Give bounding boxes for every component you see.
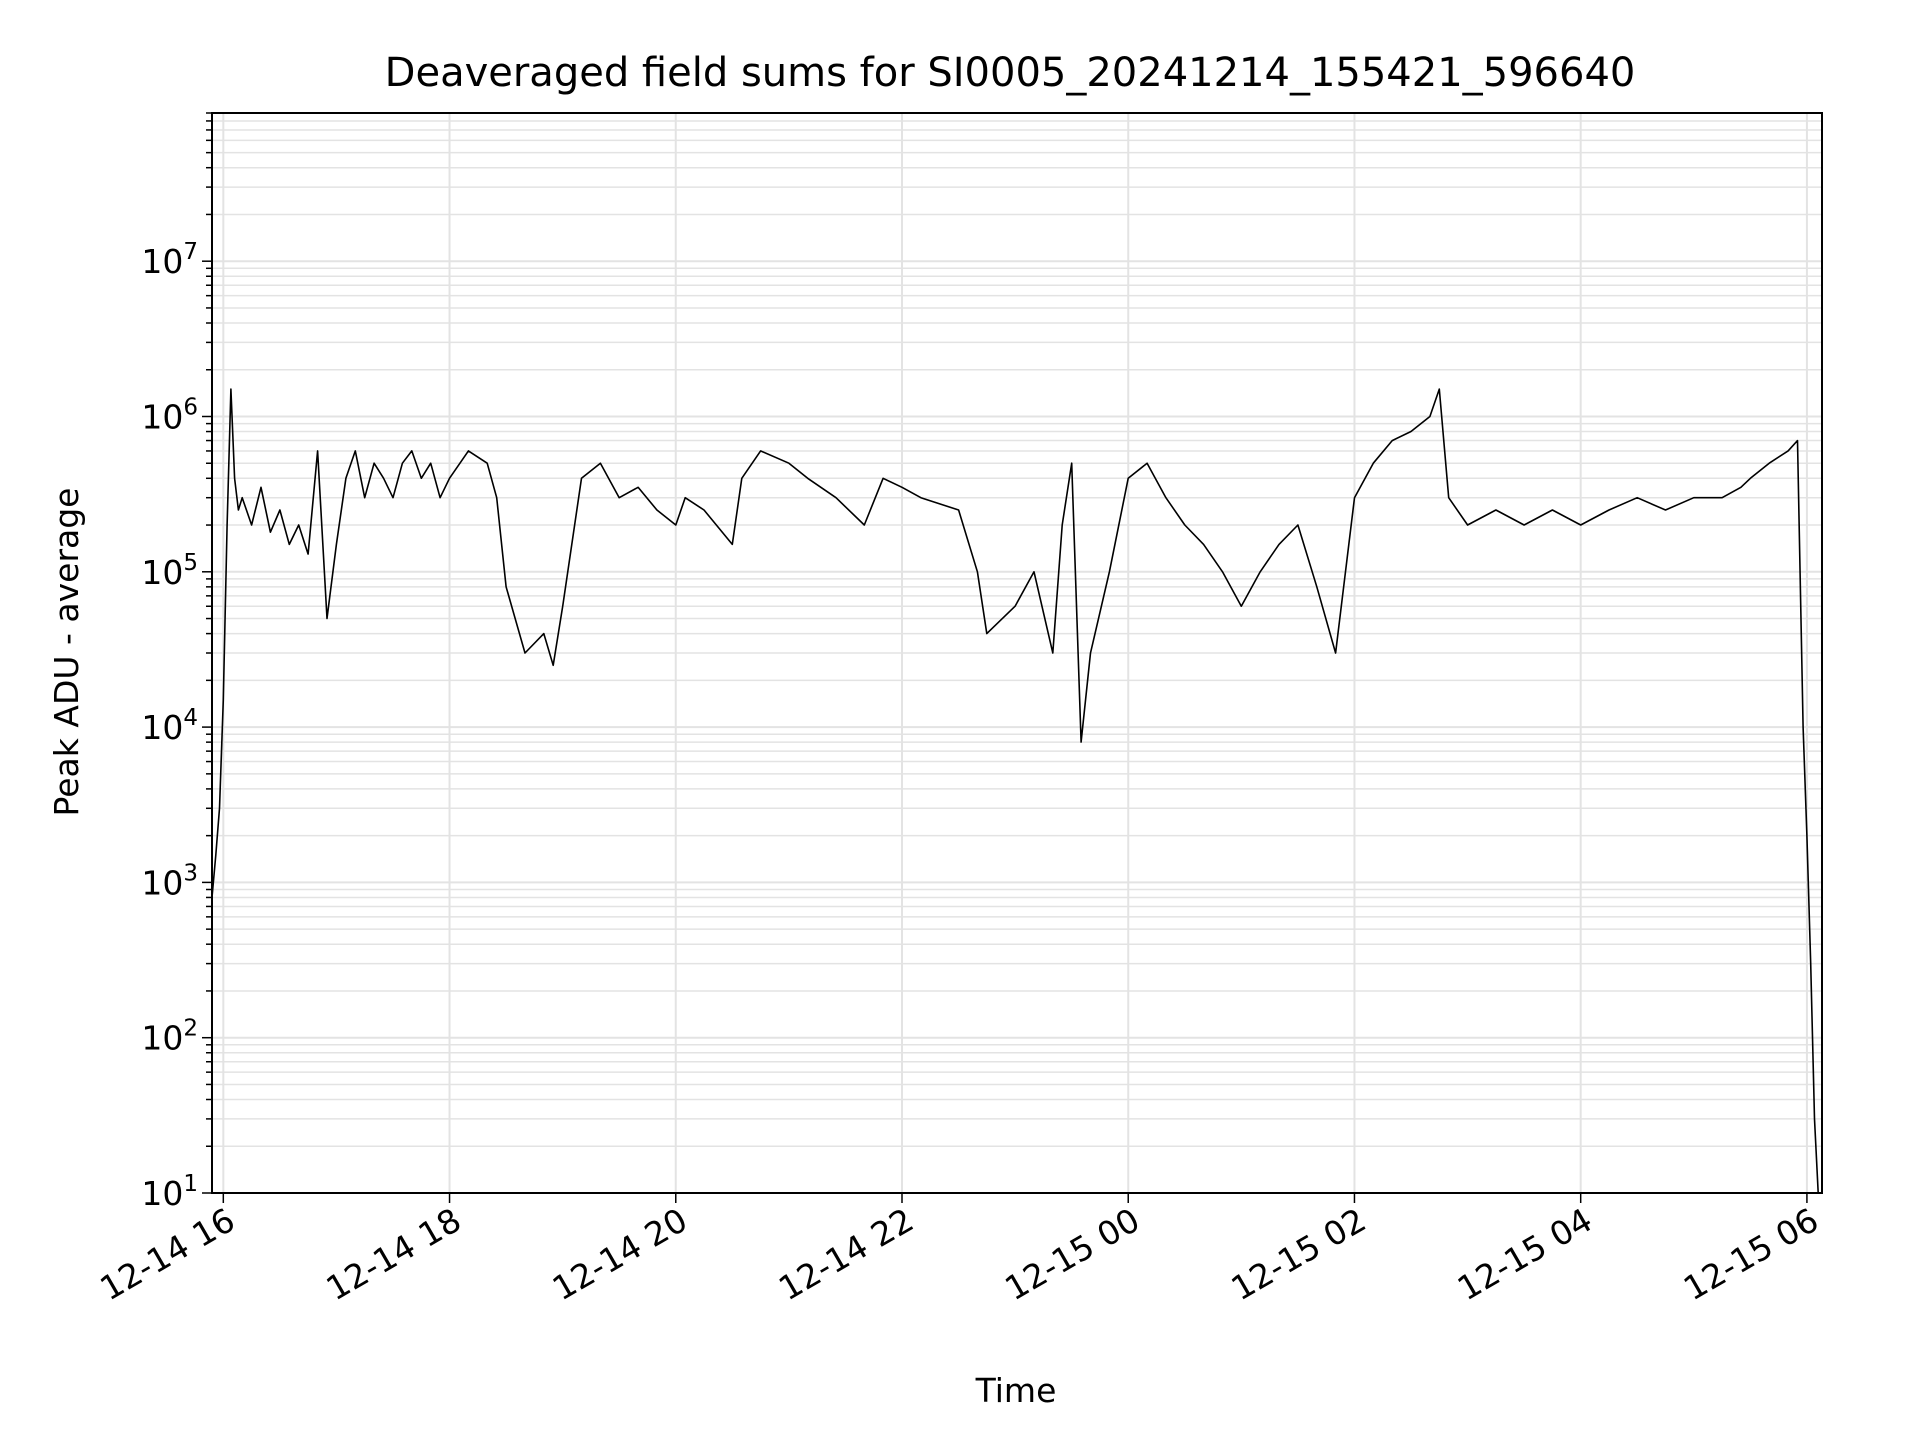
y-tick-label: 102 xyxy=(141,1016,198,1058)
y-tick-label: 106 xyxy=(141,394,198,436)
series-line xyxy=(211,388,1819,1194)
y-tick-label: 103 xyxy=(141,860,198,902)
series-layer xyxy=(211,388,1819,1194)
y-tick-label: 107 xyxy=(141,239,198,281)
y-axis-title: Peak ADU - average xyxy=(47,488,86,817)
x-axis-title: Time xyxy=(975,1371,1057,1410)
y-tick-label: 101 xyxy=(141,1171,198,1213)
y-tick-label: 104 xyxy=(141,705,198,747)
chart-title: Deaveraged field sums for SI0005_2024121… xyxy=(385,50,1636,96)
grid-lines xyxy=(212,112,1822,1194)
tick-marks xyxy=(202,112,1808,1203)
y-tick-label: 105 xyxy=(141,550,198,592)
